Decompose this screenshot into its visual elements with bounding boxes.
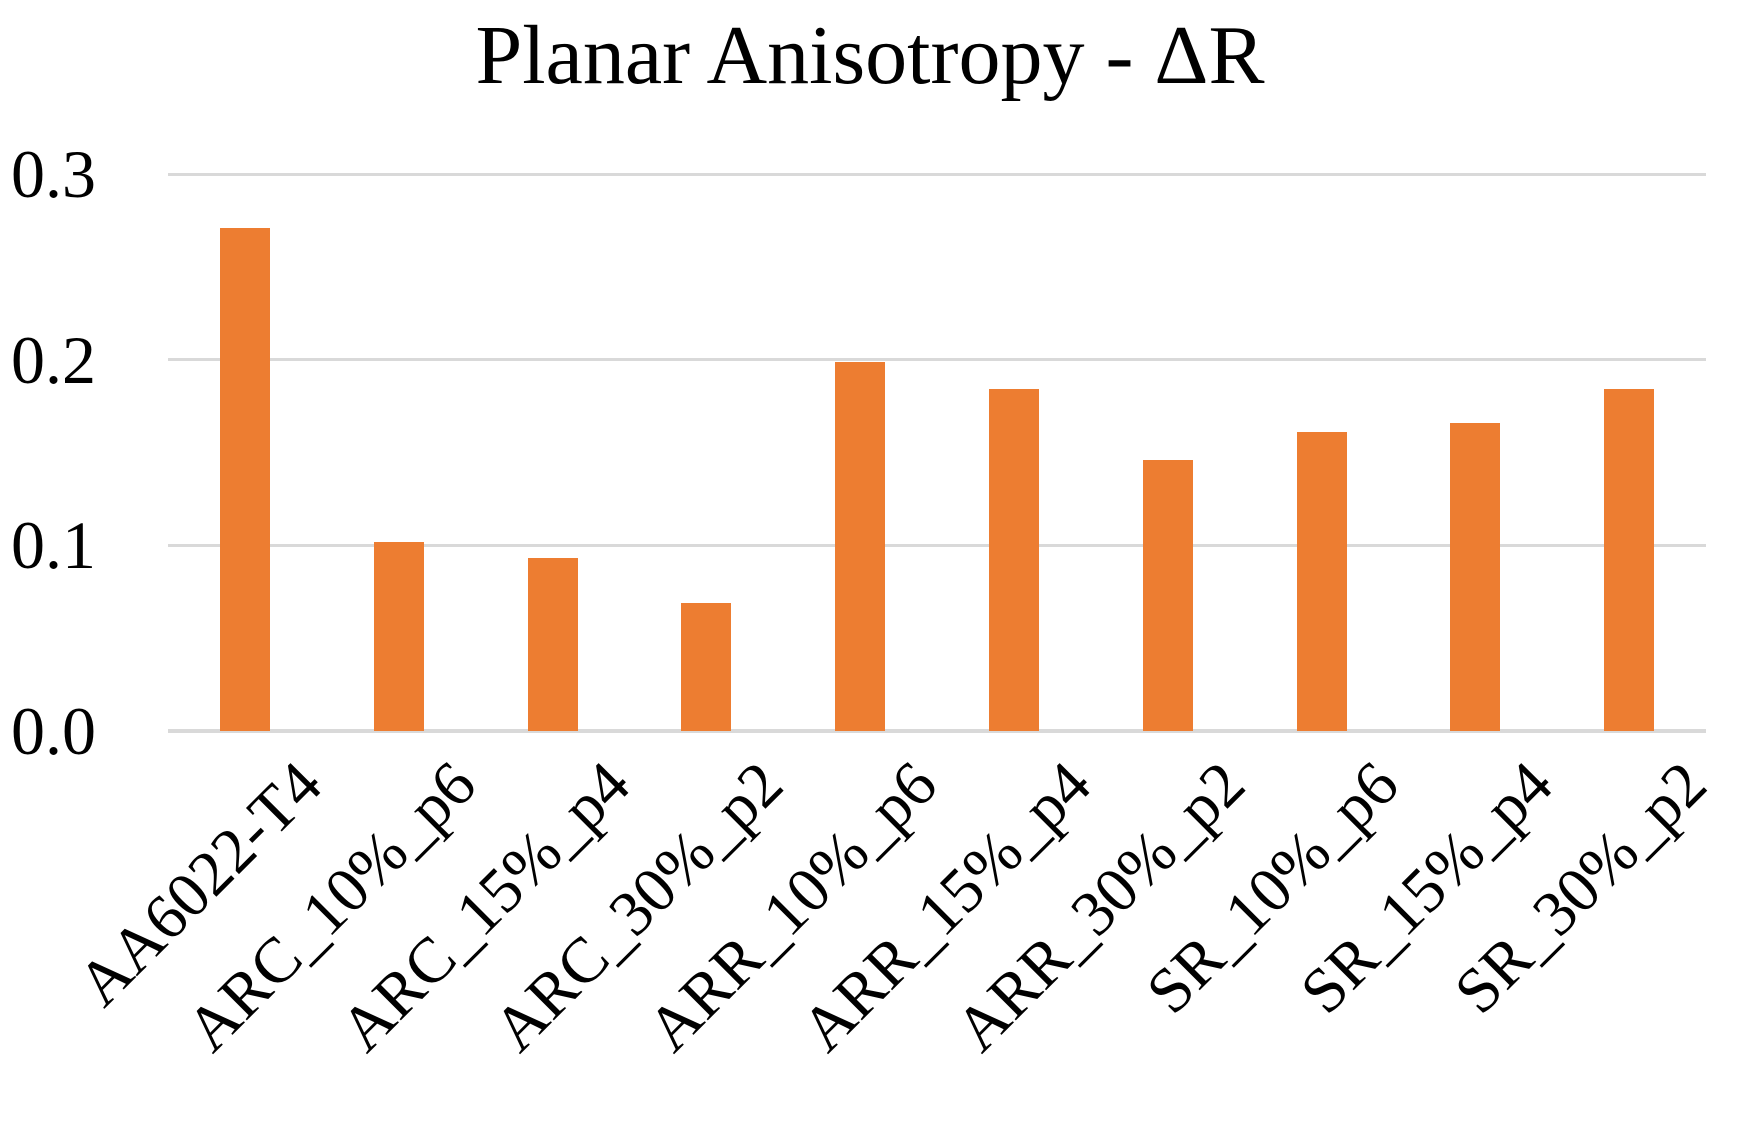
gridline	[168, 358, 1706, 362]
y-axis-tick-label: 0.3	[11, 136, 96, 212]
bar	[835, 361, 886, 731]
gridline	[168, 543, 1706, 547]
x-axis-line	[168, 729, 1706, 733]
bar	[1450, 422, 1501, 731]
bar	[1604, 389, 1655, 731]
plot-area	[168, 172, 1706, 733]
y-axis-tick-label: 0.0	[11, 693, 96, 769]
chart-title: Planar Anisotropy - ΔR	[475, 9, 1265, 102]
bar	[1296, 432, 1347, 731]
bar	[988, 389, 1039, 731]
gridline	[168, 172, 1706, 176]
bar	[527, 558, 578, 731]
y-axis-tick-label: 0.1	[11, 507, 96, 584]
bar	[1142, 459, 1193, 731]
y-axis-tick-label: 0.2	[11, 321, 96, 398]
bar	[219, 227, 270, 731]
bar	[681, 602, 732, 731]
bar	[373, 541, 424, 731]
